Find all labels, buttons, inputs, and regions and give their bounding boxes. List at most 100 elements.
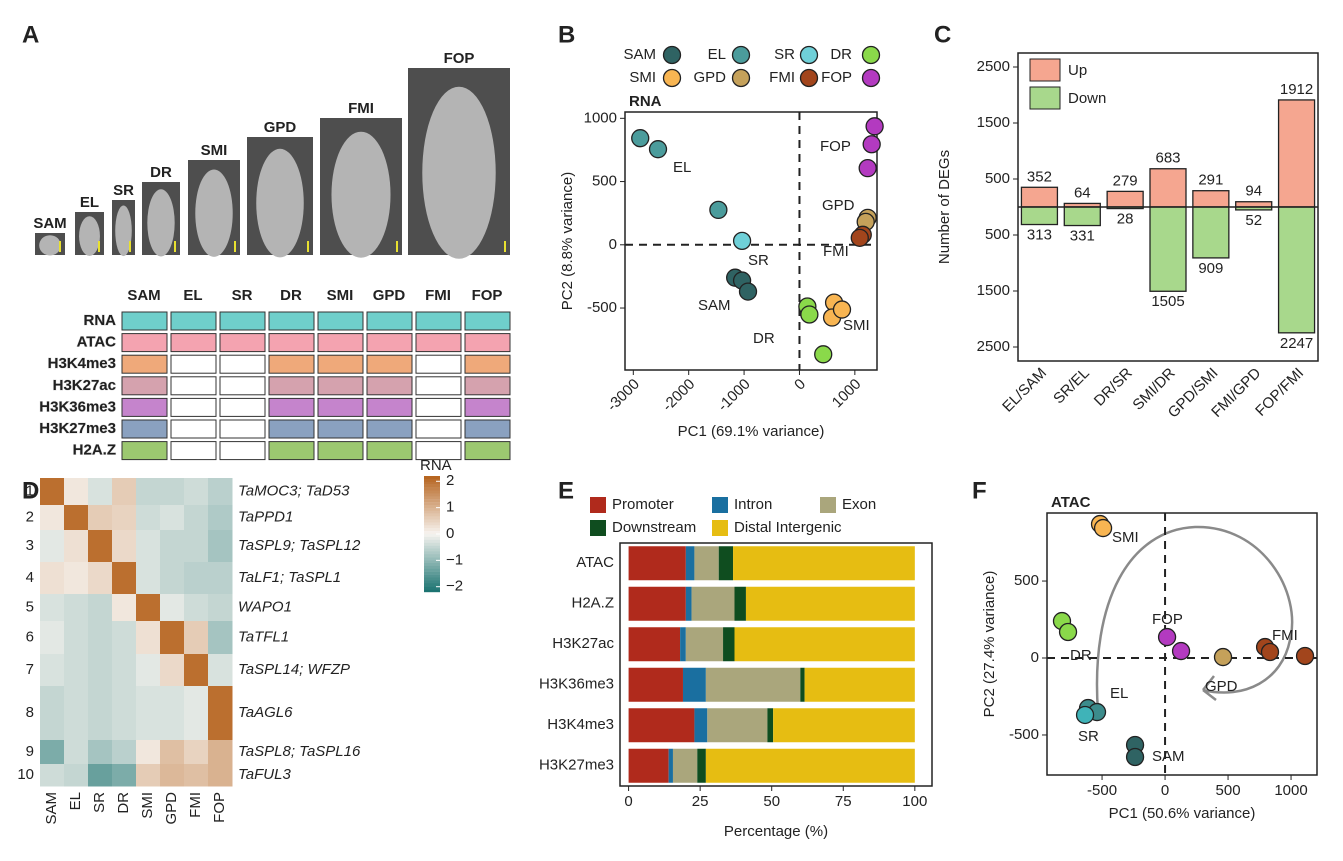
- group-label: DR: [1070, 647, 1092, 664]
- heat-cell: [112, 764, 137, 787]
- legend-swatch: [590, 497, 606, 513]
- group-label: SR: [748, 252, 769, 269]
- colorbar-step: [424, 510, 440, 514]
- bar-segment: [800, 667, 805, 702]
- point: [1093, 518, 1113, 538]
- heat-cell: [88, 505, 113, 531]
- stage-label: SMI: [201, 142, 228, 159]
- chart-title: RNA: [629, 93, 662, 110]
- heat-cell: [40, 686, 65, 741]
- point: [814, 345, 833, 364]
- cluster-number: 1: [26, 482, 34, 499]
- heat-cell: [160, 654, 185, 687]
- bar-segment: [680, 627, 686, 662]
- value-label: 313: [1027, 226, 1052, 243]
- stage-label: FMI: [348, 100, 374, 117]
- colorbar-step: [424, 571, 440, 575]
- bar-segment: [668, 748, 673, 783]
- colorbar-step: [424, 505, 440, 509]
- value-label: 683: [1155, 150, 1180, 167]
- legend-swatch: [861, 45, 881, 65]
- legend-swatch: [1029, 86, 1061, 110]
- panel-letter: B: [558, 21, 575, 48]
- profile-cell: [317, 397, 364, 417]
- y-tick-label: 0: [609, 236, 617, 253]
- stage-label: SAM: [33, 215, 66, 232]
- profile-cell: [415, 419, 462, 439]
- legend-swatch: [861, 68, 881, 88]
- legend-swatch: [1029, 58, 1061, 82]
- heat-cell: [160, 530, 185, 563]
- colorbar-step: [424, 490, 440, 494]
- point: [1295, 646, 1315, 666]
- bar-segment: [682, 667, 706, 702]
- value-label: 279: [1113, 172, 1138, 189]
- point: [1260, 642, 1280, 662]
- mark-label: H3K27me3: [39, 420, 116, 437]
- colorbar-step: [424, 560, 440, 564]
- colorbar-step: [424, 499, 440, 503]
- value-label: 1505: [1151, 293, 1184, 310]
- legend-swatch: [820, 497, 836, 513]
- colorbar-step: [424, 502, 440, 506]
- bar-segment: [628, 627, 681, 662]
- colorbar-step: [424, 563, 440, 567]
- legend-label: Promoter: [612, 496, 674, 513]
- spike: [79, 216, 100, 256]
- value-label: 331: [1070, 228, 1095, 245]
- profile-cell: [170, 419, 217, 439]
- x-tick-label: 100: [902, 793, 927, 810]
- heat-cell: [88, 530, 113, 563]
- profile-cell: [366, 354, 413, 374]
- heat-cell: [160, 740, 185, 765]
- stage-header: DR: [280, 287, 302, 304]
- bar: [1277, 206, 1316, 334]
- group-label: SMI: [1112, 529, 1139, 546]
- colorbar-step: [424, 519, 440, 523]
- heat-cell: [208, 594, 233, 622]
- bar-segment: [733, 546, 915, 581]
- profile-cell: [121, 419, 168, 439]
- heat-cell: [160, 594, 185, 622]
- legend-label: Intron: [734, 496, 772, 513]
- bar-segment: [694, 546, 719, 581]
- profile-cell: [268, 441, 315, 461]
- colorbar-step: [424, 577, 440, 581]
- colorbar-step: [424, 522, 440, 526]
- bar: [1106, 190, 1144, 208]
- bar-segment: [697, 748, 706, 783]
- heat-cell: [64, 654, 89, 687]
- heat-cell: [136, 562, 161, 595]
- heat-cell: [112, 562, 137, 595]
- colorbar-step: [424, 484, 440, 488]
- profile-cell: [415, 354, 462, 374]
- profile-cell: [268, 311, 315, 331]
- profile-cell: [219, 376, 266, 396]
- x-tick-label: 0: [1161, 782, 1169, 799]
- bar-segment: [767, 708, 774, 743]
- spike: [147, 189, 175, 257]
- x-tick-label: SR: [91, 792, 108, 813]
- heat-cell: [160, 621, 185, 655]
- cluster-number: 6: [26, 628, 34, 645]
- gene-label: TaLF1; TaSPL1: [238, 569, 341, 586]
- legend-label: SMI: [629, 69, 656, 86]
- x-axis-label: Percentage (%): [724, 823, 828, 840]
- cluster-number: 10: [17, 766, 34, 783]
- profile-cell: [415, 311, 462, 331]
- chart-title: ATAC: [1051, 494, 1091, 511]
- value-label: 64: [1074, 184, 1091, 201]
- profile-cell: [268, 333, 315, 353]
- profile-cell: [366, 419, 413, 439]
- point: [858, 159, 877, 178]
- y-tick-label: 1500: [977, 282, 1010, 299]
- colorbar-tick-label: 2: [446, 472, 454, 489]
- colorbar-tick-label: −1: [446, 551, 463, 568]
- stage-label: FOP: [444, 50, 475, 67]
- bar-segment: [628, 708, 695, 743]
- bar-segment: [628, 586, 686, 621]
- value-label: 52: [1245, 212, 1262, 229]
- heat-cell: [40, 594, 65, 622]
- bar-segment: [685, 586, 692, 621]
